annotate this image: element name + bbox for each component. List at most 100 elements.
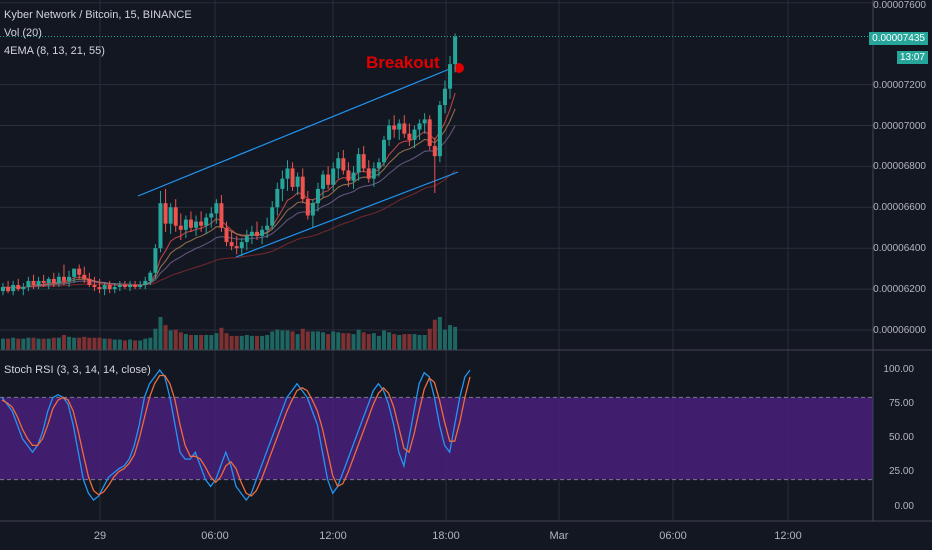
candle-body <box>310 203 315 216</box>
volume-bar <box>295 334 300 350</box>
candle-body <box>407 133 412 140</box>
candle-body <box>209 213 214 218</box>
candle-body <box>102 285 107 290</box>
rsi-tick: 0.00 <box>894 501 914 512</box>
volume-bar <box>21 338 26 350</box>
candle-body <box>336 158 341 169</box>
ema-line <box>2 93 456 289</box>
volume-bar <box>87 337 92 350</box>
volume-bar <box>133 340 138 350</box>
candle-body <box>26 280 31 288</box>
volume-bar <box>351 334 356 350</box>
candle-body <box>260 229 265 236</box>
candle-body <box>173 207 178 226</box>
candle-body <box>341 158 346 171</box>
candle-body <box>51 278 56 283</box>
rsi-tick: 25.00 <box>888 466 914 477</box>
candle-body <box>31 280 36 286</box>
volume-bar <box>1 338 5 350</box>
axis-borders <box>0 0 932 522</box>
candle-body <box>219 203 224 228</box>
volume-bar <box>82 336 87 350</box>
candle-body <box>331 168 336 185</box>
volume-bar <box>204 335 209 350</box>
candle-body <box>87 278 92 286</box>
candles[interactable] <box>1 33 458 296</box>
volume-bar <box>112 339 117 350</box>
symbol-title[interactable]: Kyber Network / Bitcoin, 15, BINANCE <box>4 9 192 21</box>
price-tick: 0.00007000 <box>873 121 926 132</box>
stoch-rsi-lines <box>1 368 471 502</box>
candle-body <box>61 276 66 281</box>
candle-body <box>275 188 280 208</box>
volume-bar <box>432 319 437 350</box>
volume-bar <box>371 333 376 350</box>
volume-bar <box>128 339 132 350</box>
candle-body <box>163 203 168 224</box>
volume-bar <box>158 317 163 350</box>
candle-body <box>417 123 422 130</box>
countdown-tag: 13:07 <box>896 51 928 64</box>
candle-body <box>234 246 239 249</box>
volume-bar <box>46 338 51 350</box>
volume-bar <box>270 331 275 350</box>
volume-bar <box>244 335 249 350</box>
time-tick: 18:00 <box>432 530 460 542</box>
volume-bar <box>356 329 361 350</box>
candle-body <box>41 280 46 283</box>
trendlines[interactable] <box>0 36 873 258</box>
time-tick: 12:00 <box>774 530 802 542</box>
volume-bar <box>11 337 16 350</box>
candle-body <box>392 125 397 130</box>
candle-body <box>194 221 199 228</box>
candle-body <box>255 231 259 236</box>
candle-body <box>77 268 82 275</box>
stoch-rsi-label[interactable]: Stoch RSI (3, 3, 14, 14, close) <box>4 364 151 376</box>
candle-body <box>1 287 5 292</box>
volume-bar <box>239 335 244 350</box>
volume-bar <box>138 340 143 350</box>
candle-body <box>6 287 11 292</box>
candle-body <box>265 225 270 230</box>
volume-bar <box>437 317 442 350</box>
candle-body <box>270 207 275 226</box>
candle-body <box>295 176 300 187</box>
candle-body <box>285 168 290 179</box>
volume-bar <box>61 335 66 350</box>
volume-bar <box>412 334 417 350</box>
volume-bar <box>387 332 392 350</box>
candle-body <box>371 168 376 179</box>
volume-bar <box>448 325 453 350</box>
candle-body <box>214 203 219 214</box>
volume-bar <box>321 332 326 350</box>
rsi-tick: 50.00 <box>888 432 914 443</box>
candle-body <box>178 225 183 230</box>
stoch-k-line <box>1 368 471 502</box>
candle-body <box>453 36 458 65</box>
volume-bar <box>188 335 193 350</box>
volume-bar <box>422 335 427 350</box>
volume-bar <box>173 329 178 350</box>
volume-bar <box>6 338 11 350</box>
candle-body <box>133 285 138 288</box>
volume-bar <box>143 338 148 350</box>
volume-bar <box>361 332 366 350</box>
candle-body <box>11 285 16 292</box>
candle-body <box>204 217 209 226</box>
volume-bar <box>300 328 305 350</box>
price-tick: 0.00006400 <box>873 243 926 254</box>
channel-upper-trendline <box>137 67 453 197</box>
volume-bar <box>366 334 371 350</box>
volume-indicator-label[interactable]: Vol (20) <box>4 27 42 39</box>
breakout-annotation[interactable]: Breakout <box>366 53 440 72</box>
volume-bar <box>102 338 107 350</box>
ema-line <box>2 170 456 288</box>
candle-body <box>158 203 163 249</box>
candle-body <box>437 105 442 157</box>
ema-indicator-label[interactable]: 4EMA (8, 13, 21, 55) <box>4 45 105 57</box>
volume-bar <box>97 337 102 350</box>
candle-body <box>72 268 77 277</box>
price-tick: 0.00007200 <box>873 80 926 91</box>
candle-body <box>56 276 61 283</box>
